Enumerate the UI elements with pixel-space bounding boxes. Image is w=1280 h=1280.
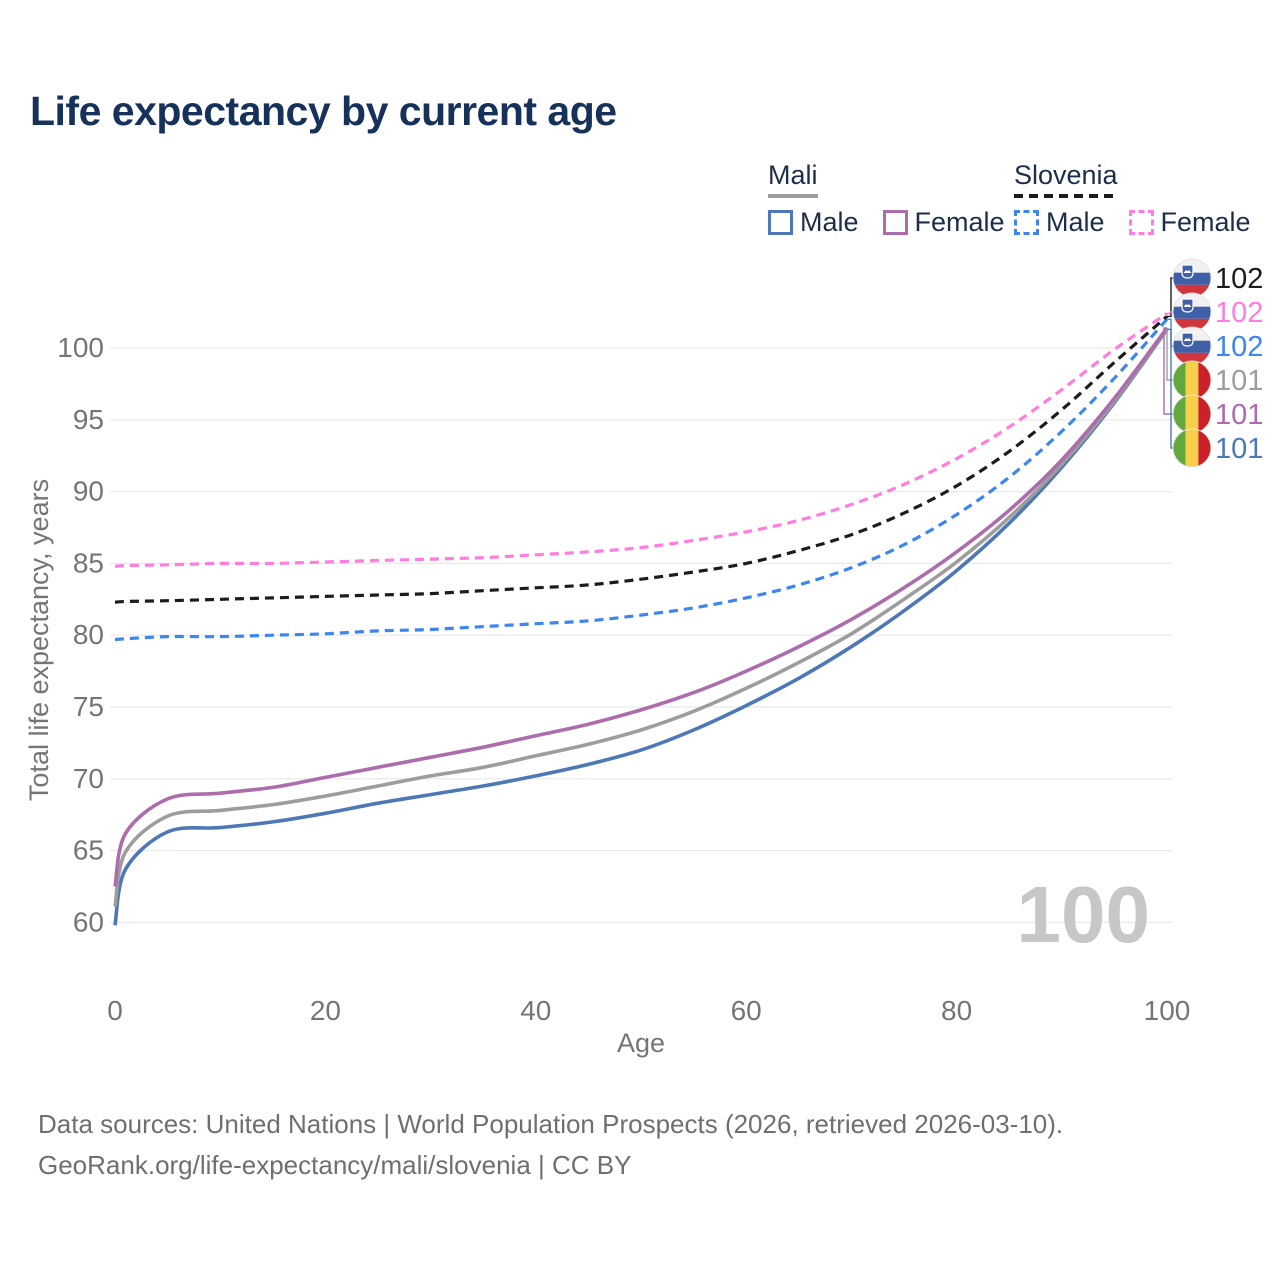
flag-icon-mali bbox=[1173, 361, 1211, 399]
footer-attribution-line: GeoRank.org/life-expectancy/mali/sloveni… bbox=[38, 1150, 632, 1181]
end-value-label-slovenia-total: 102 bbox=[1215, 263, 1263, 295]
x-tick-label: 80 bbox=[941, 995, 972, 1026]
flag-icon-mali bbox=[1173, 429, 1211, 467]
series-line-slovenia-female[interactable] bbox=[114, 312, 1168, 568]
connector-line-mali-total bbox=[1166, 328, 1173, 381]
legend-group-slovenia: Slovenia Male Female bbox=[1014, 160, 1251, 238]
y-tick-label: 80 bbox=[73, 619, 104, 650]
y-tick-label: 65 bbox=[73, 835, 104, 866]
legend-swatch-icon bbox=[1128, 210, 1154, 235]
legend-item-mali-female[interactable]: Female bbox=[882, 207, 1005, 238]
series-line-mali-female[interactable] bbox=[113, 326, 1169, 887]
legend-item-slovenia-female[interactable]: Female bbox=[1128, 207, 1251, 238]
legend-item-label: Female bbox=[1160, 207, 1251, 237]
connector-line-slovenia-total bbox=[1167, 277, 1173, 318]
end-value-label-mali-male: 101 bbox=[1215, 433, 1263, 465]
x-tick-label: 0 bbox=[107, 995, 123, 1026]
series-line-slovenia-total[interactable] bbox=[114, 315, 1169, 604]
legend-country-linestyle-swatch bbox=[1014, 194, 1118, 198]
end-value-label-slovenia-female: 102 bbox=[1215, 297, 1263, 329]
end-label-group-slovenia-female: 102 bbox=[1172, 292, 1263, 332]
end-label-group-mali-female: 101 bbox=[1172, 394, 1263, 434]
connector-line-slovenia-male bbox=[1167, 318, 1173, 347]
legend-country-linestyle-swatch bbox=[768, 194, 818, 198]
x-tick-label: 100 bbox=[1144, 995, 1191, 1026]
watermark-age-value: 100 bbox=[1017, 870, 1150, 959]
y-tick-label: 90 bbox=[73, 476, 104, 507]
legend-country-label: Mali bbox=[768, 160, 818, 190]
connector-line-mali-female bbox=[1163, 327, 1173, 415]
x-tick-label: 20 bbox=[310, 995, 341, 1026]
end-label-group-slovenia-male: 102 bbox=[1172, 326, 1263, 366]
end-label-group-mali-total: 101 bbox=[1172, 360, 1263, 400]
series-line-slovenia-male[interactable] bbox=[114, 318, 1169, 642]
page-title: Life expectancy by current age bbox=[30, 88, 617, 134]
y-tick-label: 70 bbox=[73, 763, 104, 794]
legend-item-label: Male bbox=[800, 207, 859, 237]
y-axis-title: Total life expectancy, years bbox=[24, 479, 54, 801]
connector-line-slovenia-female bbox=[1167, 311, 1173, 315]
legend-item-label: Female bbox=[914, 207, 1005, 237]
y-tick-label: 75 bbox=[73, 691, 104, 722]
legend-swatch-icon bbox=[1014, 210, 1039, 235]
legend-item-mali-male[interactable]: Male bbox=[768, 207, 859, 238]
y-tick-label: 100 bbox=[57, 332, 104, 363]
y-tick-label: 85 bbox=[73, 547, 104, 578]
legend-item-label: Male bbox=[1046, 207, 1105, 237]
series-line-mali-male[interactable] bbox=[113, 328, 1169, 926]
legend-country-label: Slovenia bbox=[1014, 160, 1118, 190]
end-value-label-mali-female: 101 bbox=[1215, 399, 1263, 431]
series-line-mali-total[interactable] bbox=[113, 327, 1169, 907]
end-label-group-slovenia-total: 102 bbox=[1172, 258, 1263, 298]
x-axis-title: Age bbox=[617, 1028, 665, 1058]
connector-line-mali-male bbox=[1167, 328, 1173, 449]
line-chart: 100 60 65 70 75 80 85 90 95 100 0 20 40 60 80 100 Age Tot… bbox=[24, 258, 1263, 1058]
x-tick-label: 60 bbox=[731, 995, 762, 1026]
data-sources-footer: Data sources: United Nations | World Pop… bbox=[38, 1104, 1063, 1186]
legend-swatch-icon bbox=[882, 210, 908, 235]
flag-icon-mali bbox=[1173, 395, 1211, 433]
end-label-group-mali-male: 101 bbox=[1172, 428, 1263, 468]
end-value-label-slovenia-male: 102 bbox=[1215, 331, 1263, 363]
legend: Mali Male Female Slovenia Male Female bbox=[0, 160, 1280, 250]
legend-swatch-icon bbox=[768, 210, 793, 235]
y-tick-label: 60 bbox=[73, 906, 104, 937]
legend-group-mali: Mali Male Female bbox=[768, 160, 1005, 238]
legend-item-slovenia-male[interactable]: Male bbox=[1014, 207, 1105, 238]
y-tick-label: 95 bbox=[73, 404, 104, 435]
end-value-label-mali-total: 101 bbox=[1215, 365, 1263, 397]
footer-sources-line: Data sources: United Nations | World Pop… bbox=[38, 1109, 1064, 1139]
x-tick-label: 40 bbox=[520, 995, 551, 1026]
